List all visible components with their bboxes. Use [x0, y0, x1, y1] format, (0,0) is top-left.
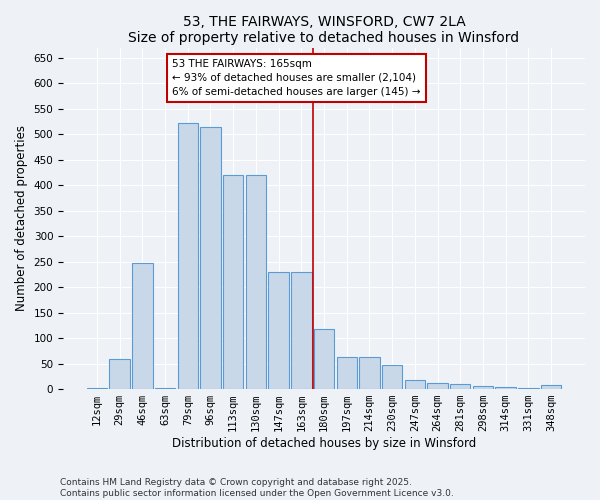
Bar	[109, 358, 130, 389]
Bar	[427, 383, 448, 389]
Bar	[541, 385, 561, 389]
Y-axis label: Number of detached properties: Number of detached properties	[15, 126, 28, 312]
Bar	[404, 380, 425, 389]
Bar	[200, 126, 221, 389]
Bar	[178, 123, 198, 389]
Bar	[359, 357, 380, 389]
Bar	[314, 329, 334, 389]
Title: 53, THE FAIRWAYS, WINSFORD, CW7 2LA
Size of property relative to detached houses: 53, THE FAIRWAYS, WINSFORD, CW7 2LA Size…	[128, 15, 520, 45]
Bar	[223, 175, 244, 389]
Bar	[155, 388, 175, 389]
X-axis label: Distribution of detached houses by size in Winsford: Distribution of detached houses by size …	[172, 437, 476, 450]
Bar	[132, 262, 152, 389]
Bar	[337, 357, 357, 389]
Bar	[518, 388, 539, 389]
Bar	[87, 388, 107, 389]
Bar	[382, 365, 403, 389]
Bar	[268, 272, 289, 389]
Bar	[496, 386, 516, 389]
Text: Contains HM Land Registry data © Crown copyright and database right 2025.
Contai: Contains HM Land Registry data © Crown c…	[60, 478, 454, 498]
Bar	[245, 175, 266, 389]
Bar	[291, 272, 311, 389]
Text: 53 THE FAIRWAYS: 165sqm
← 93% of detached houses are smaller (2,104)
6% of semi-: 53 THE FAIRWAYS: 165sqm ← 93% of detache…	[172, 59, 421, 97]
Bar	[473, 386, 493, 389]
Bar	[450, 384, 470, 389]
